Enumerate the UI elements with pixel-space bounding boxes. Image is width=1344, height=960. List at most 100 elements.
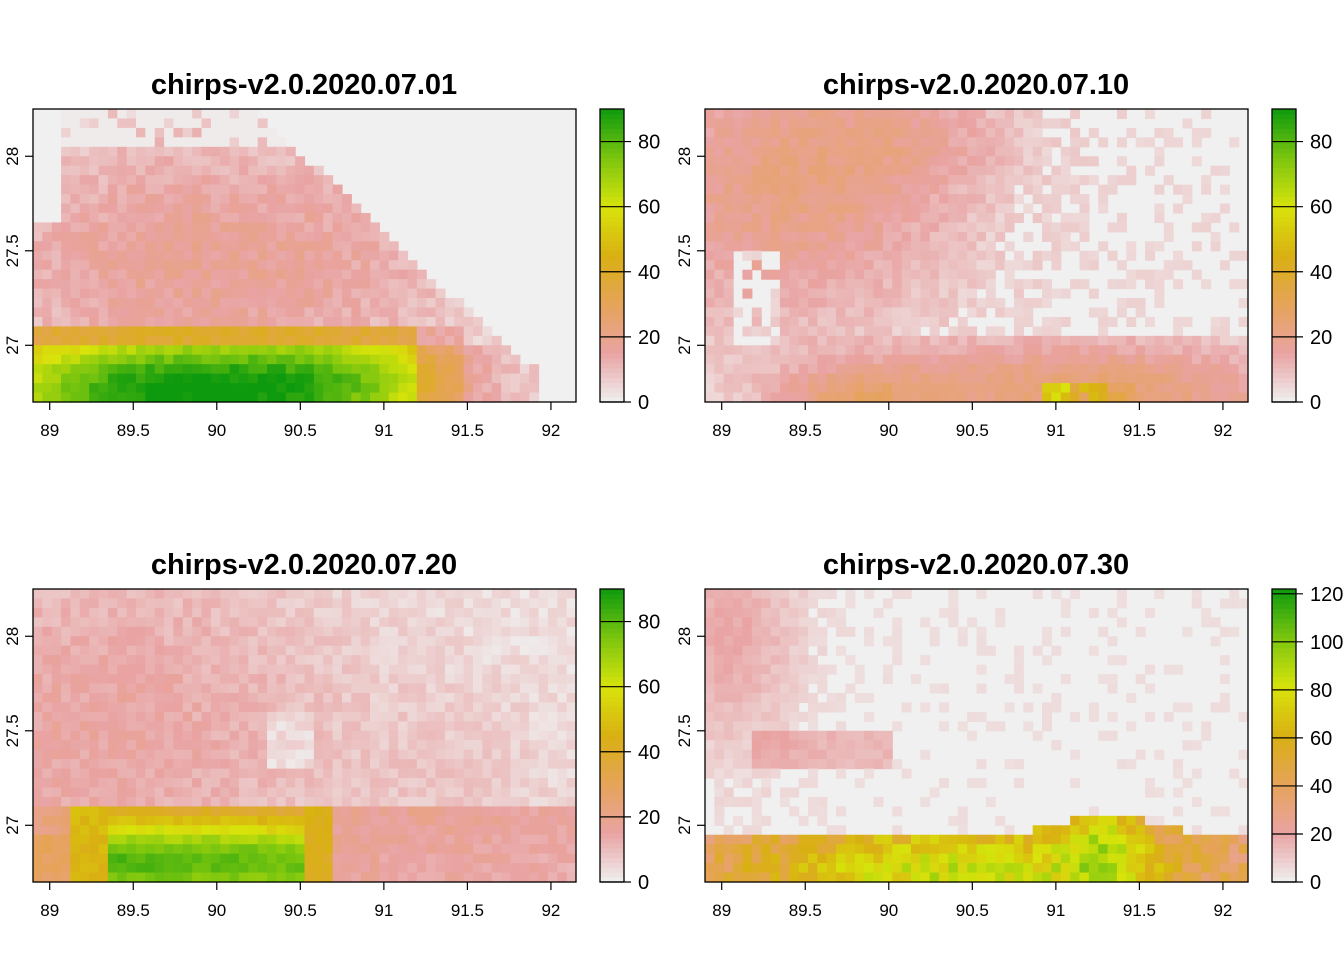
raster-cell xyxy=(42,702,53,713)
raster-cell xyxy=(967,345,978,356)
raster-cell xyxy=(789,269,800,280)
raster-cell xyxy=(229,674,240,685)
raster-cell xyxy=(1060,607,1071,618)
raster-cell xyxy=(332,721,343,732)
legend-swatch xyxy=(600,852,624,859)
raster-cell xyxy=(145,589,156,600)
raster-layer xyxy=(705,589,1249,883)
raster-cell xyxy=(313,298,324,309)
raster-cell xyxy=(98,212,109,224)
raster-cell xyxy=(51,702,62,713)
raster-cell xyxy=(33,796,43,807)
raster-cell xyxy=(547,730,558,741)
raster-cell xyxy=(1098,316,1109,327)
raster-cell xyxy=(789,298,800,309)
raster-cell xyxy=(248,231,259,242)
raster-cell xyxy=(435,778,446,789)
raster-cell xyxy=(89,373,100,384)
raster-cell xyxy=(238,354,249,365)
raster-cell xyxy=(807,364,818,375)
raster-cell xyxy=(1023,345,1034,356)
raster-cell xyxy=(164,156,175,167)
raster-cell xyxy=(454,326,465,337)
raster-cell xyxy=(33,364,43,375)
raster-cell xyxy=(70,316,81,327)
raster-cell xyxy=(742,175,753,186)
raster-cell xyxy=(379,664,390,675)
raster-cell xyxy=(491,768,502,779)
raster-cell xyxy=(873,354,884,365)
raster-cell xyxy=(42,636,53,647)
raster-cell xyxy=(566,617,577,628)
raster-cell xyxy=(341,598,352,609)
raster-cell xyxy=(723,589,734,600)
raster-cell xyxy=(238,702,249,713)
raster-cell xyxy=(779,626,790,637)
raster-cell xyxy=(798,109,809,120)
raster-cell xyxy=(61,711,72,722)
raster-cell xyxy=(1032,373,1043,384)
raster-cell xyxy=(1023,118,1034,129)
raster-cell xyxy=(416,740,427,751)
raster-cell xyxy=(454,598,465,609)
raster-cell xyxy=(267,137,278,148)
raster-cell xyxy=(313,815,324,826)
raster-cell xyxy=(89,844,100,855)
raster-cell xyxy=(789,203,800,214)
raster-cell xyxy=(807,250,818,261)
raster-cell xyxy=(360,279,371,290)
raster-cell xyxy=(295,617,306,628)
raster-cell xyxy=(967,383,978,394)
raster-cell xyxy=(248,768,259,779)
raster-cell xyxy=(210,194,221,205)
raster-cell xyxy=(910,383,921,394)
raster-cell xyxy=(1070,109,1081,120)
raster-cell xyxy=(126,373,137,384)
raster-cell xyxy=(1145,354,1155,365)
raster-cell xyxy=(1191,345,1202,356)
raster-cell xyxy=(117,109,128,120)
raster-cell xyxy=(1023,156,1034,167)
raster-cell xyxy=(257,598,268,609)
raster-cell xyxy=(285,759,296,770)
raster-cell xyxy=(882,137,893,148)
raster-cell xyxy=(107,589,118,600)
raster-cell xyxy=(192,241,203,252)
raster-cell xyxy=(1060,598,1071,609)
raster-cell xyxy=(70,392,81,403)
raster-cell xyxy=(33,607,43,618)
raster-cell xyxy=(798,636,809,647)
raster-cell xyxy=(182,692,193,704)
legend-swatch xyxy=(1272,211,1296,217)
legend-swatch xyxy=(1272,148,1296,154)
raster-cell xyxy=(42,607,53,618)
raster-cell xyxy=(519,759,530,770)
raster-cell xyxy=(164,796,175,807)
raster-cell xyxy=(135,796,146,807)
raster-cell xyxy=(117,354,128,365)
raster-cell xyxy=(351,778,362,789)
raster-cell xyxy=(51,674,62,685)
raster-cell xyxy=(220,598,231,609)
raster-cell xyxy=(976,175,987,186)
raster-cell xyxy=(173,175,184,186)
raster-cell xyxy=(313,778,324,789)
raster-cell xyxy=(482,825,493,836)
raster-cell xyxy=(323,655,334,666)
legend-swatch xyxy=(1272,157,1296,164)
legend-tick-label: 0 xyxy=(638,872,649,894)
raster-cell xyxy=(145,326,156,337)
raster-cell xyxy=(957,127,968,138)
raster-cell xyxy=(957,184,968,195)
raster-cell xyxy=(70,298,81,309)
raster-cell xyxy=(164,778,175,789)
raster-cell xyxy=(304,222,315,233)
raster-cell xyxy=(473,373,483,384)
raster-cell xyxy=(864,231,875,242)
raster-cell xyxy=(388,740,399,751)
raster-cell xyxy=(182,184,193,195)
raster-cell xyxy=(1126,175,1137,186)
raster-cell xyxy=(807,260,818,271)
raster-cell xyxy=(435,683,446,694)
raster-cell xyxy=(192,127,203,138)
